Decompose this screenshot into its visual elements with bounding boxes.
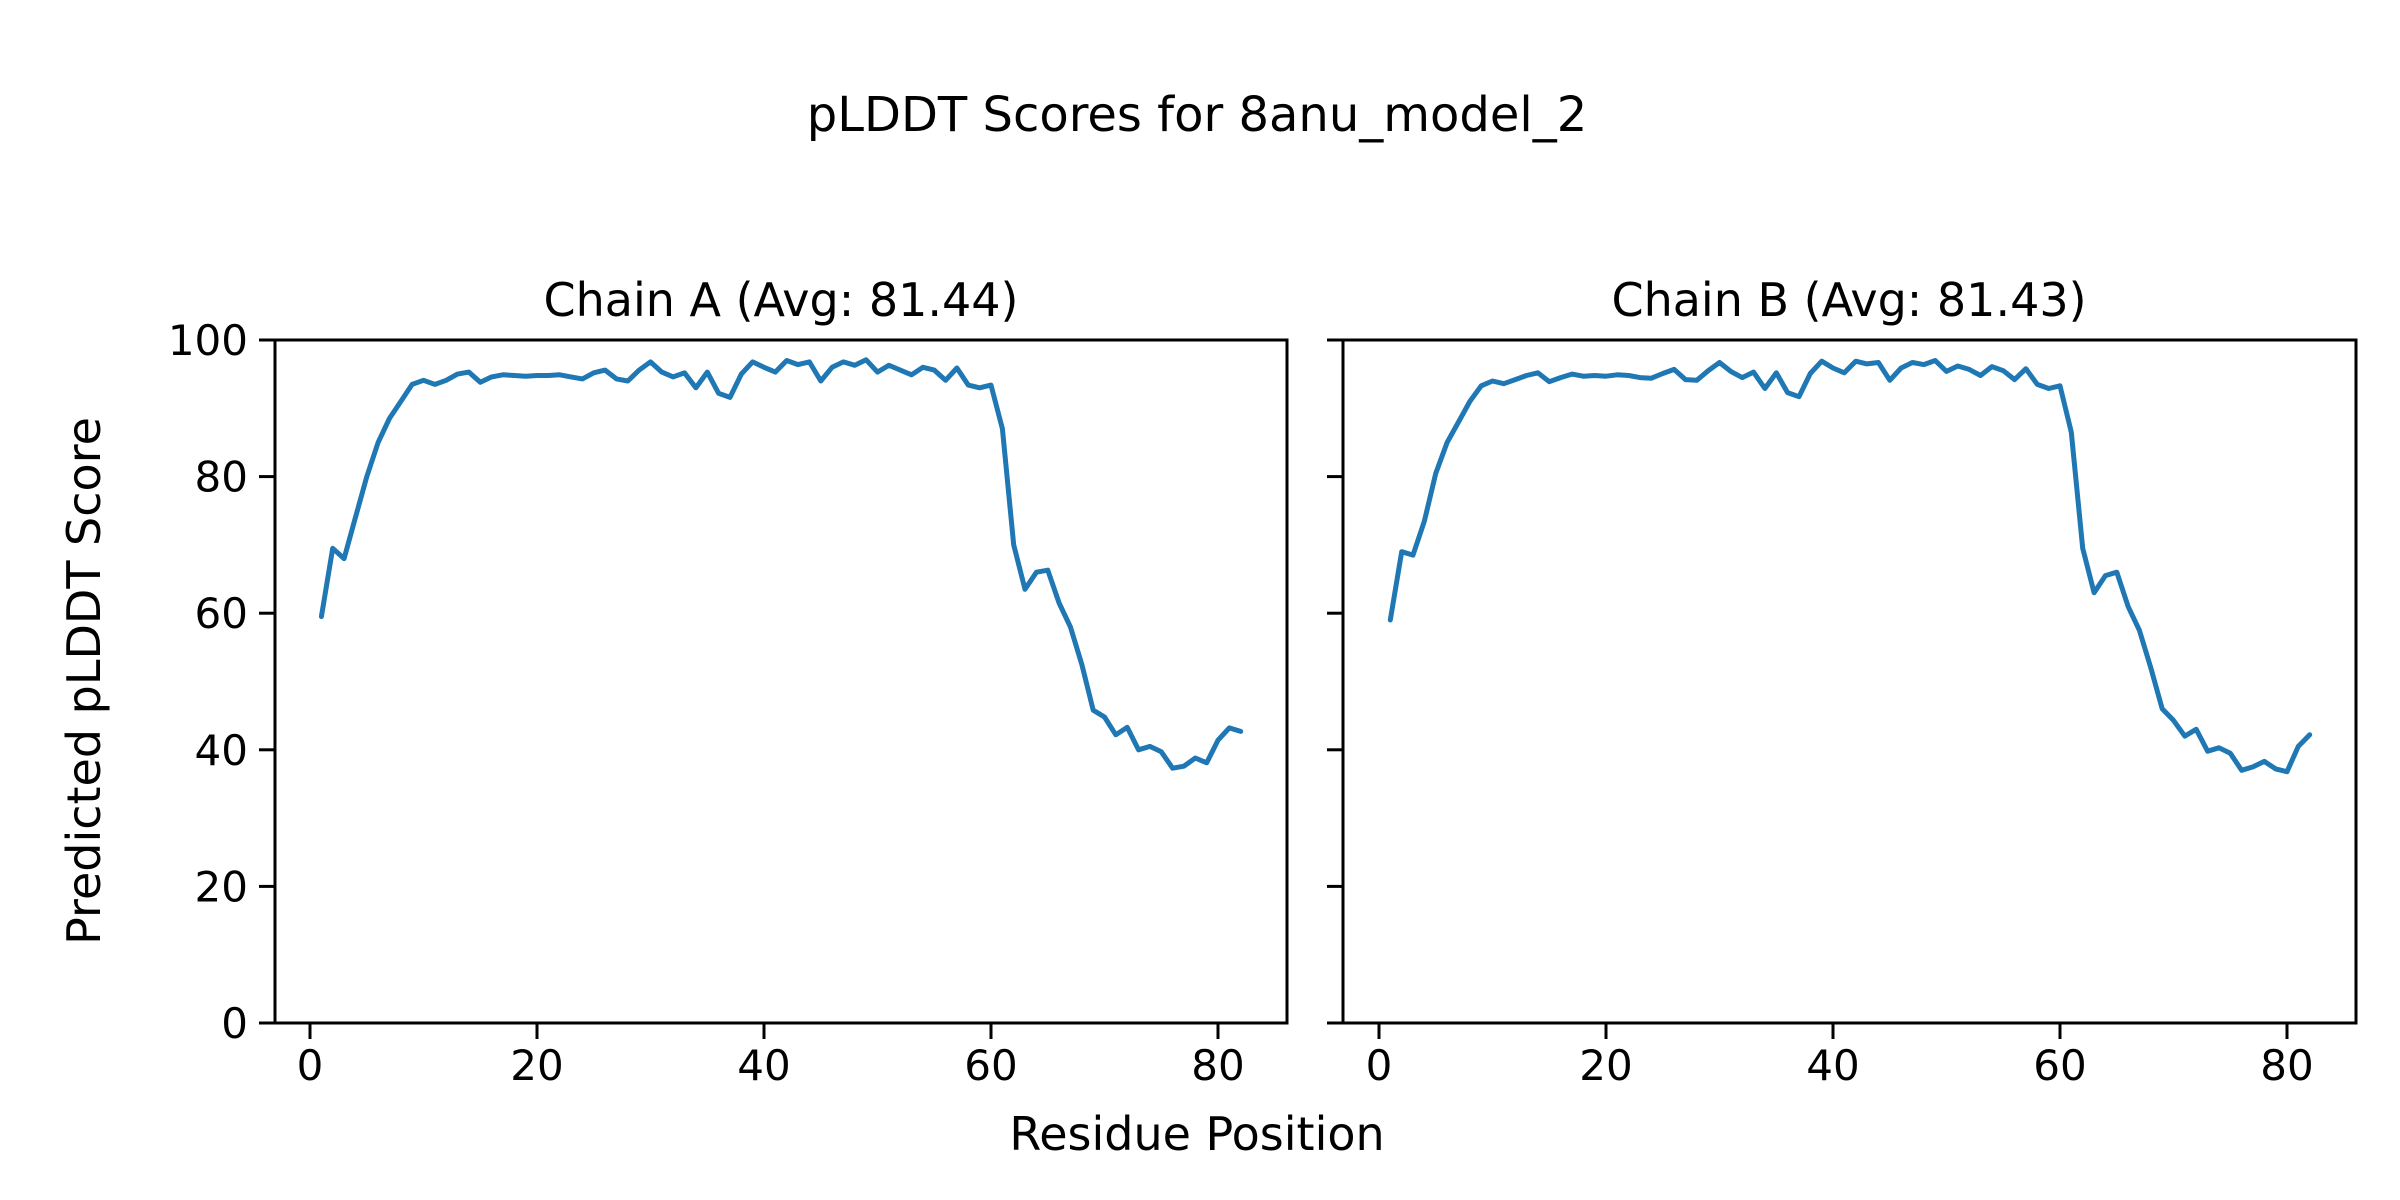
plot-frame-chain-b: [1341, 338, 2358, 1025]
x-tick-label: 0: [297, 1041, 324, 1090]
axis-ticks-chain-a: 0 20 40 60 80 0 20 40 60 80 100: [168, 316, 1245, 1090]
x-tick-label: 80: [1191, 1041, 1244, 1090]
figure-title: pLDDT Scores for 8anu_model_2: [807, 87, 1587, 143]
y-axis-label: Predicted pLDDT Score: [57, 417, 111, 945]
subplot-chain-b: Chain B (Avg: 81.43) 0 20 40 60 80: [1327, 273, 2358, 1090]
y-tick-label: 0: [221, 999, 248, 1048]
x-axis-label: Residue Position: [1009, 1107, 1384, 1161]
x-tick-label: 40: [1806, 1041, 1859, 1090]
plddt-line-chain-a: [318, 357, 1244, 771]
x-tick-label: 20: [1579, 1041, 1632, 1090]
plddt-line-chain-b: [1387, 358, 2313, 775]
axis-ticks-chain-b: 0 20 40 60 80: [1327, 338, 2314, 1090]
subplot-title-chain-a: Chain A (Avg: 81.44): [543, 273, 1018, 327]
y-tick-label: 60: [195, 589, 248, 638]
subplot-title-chain-b: Chain B (Avg: 81.43): [1611, 273, 2086, 327]
x-tick-label: 80: [2260, 1041, 2313, 1090]
x-tick-label: 40: [737, 1041, 790, 1090]
subplot-chain-a: Chain A (Avg: 81.44) 0 20 40 60 80 0 20 40 60 80 1…: [168, 273, 1289, 1090]
x-tick-label: 60: [2033, 1041, 2086, 1090]
plot-frame-chain-a: [273, 338, 1289, 1025]
x-tick-label: 0: [1366, 1041, 1393, 1090]
x-tick-label: 60: [964, 1041, 1017, 1090]
y-tick-label: 100: [168, 316, 248, 365]
y-tick-label: 80: [195, 453, 248, 502]
y-tick-label: 20: [195, 862, 248, 911]
y-tick-label: 40: [195, 726, 248, 775]
x-tick-label: 20: [510, 1041, 563, 1090]
